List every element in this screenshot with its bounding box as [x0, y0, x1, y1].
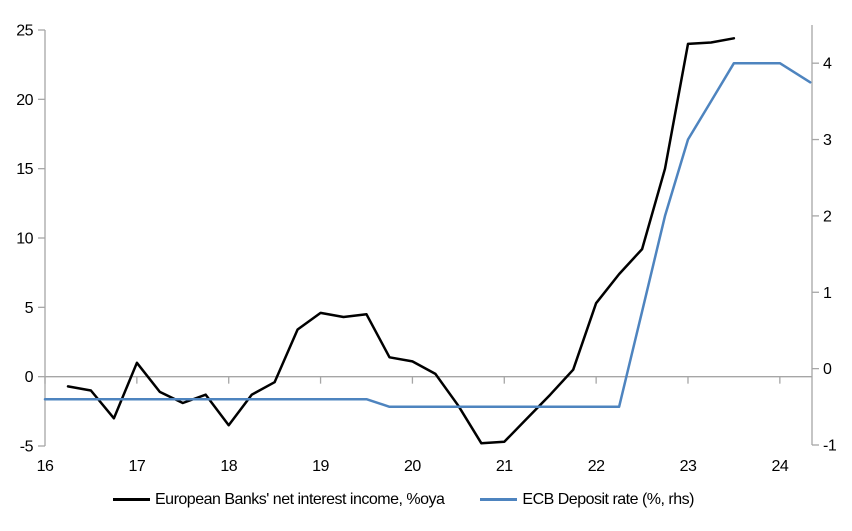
series-line-net-interest-income [66, 37, 736, 445]
left-axis-tick-label: 0 [25, 369, 34, 386]
legend: European Banks' net interest income, %oy… [113, 490, 694, 509]
right-axis-tick-label: 3 [823, 132, 832, 149]
right-axis-tick-label: 1 [823, 285, 832, 302]
x-tick-label: 24 [771, 458, 788, 475]
right-axis-tick-label: 4 [823, 56, 832, 73]
x-tick-label: 22 [588, 458, 605, 475]
left-axis-tick-label: 5 [25, 300, 34, 317]
x-tick-label: 18 [220, 458, 237, 475]
legend-label-ecb-deposit-rate: ECB Deposit rate (%, rhs) [522, 491, 694, 508]
right-axis-tick-label: 2 [823, 208, 832, 225]
left-axis-tick-label: 15 [16, 161, 33, 178]
legend-label-net-interest-income: European Banks' net interest income, %oy… [155, 491, 445, 508]
left-axis-tick-label: 10 [16, 231, 33, 248]
left-axis-tick-label: 25 [16, 23, 33, 40]
x-tick-label: 17 [128, 458, 145, 475]
legend-item-ecb-deposit-rate: ECB Deposit rate (%, rhs) [480, 490, 694, 509]
legend-swatch-blue-line [480, 498, 518, 501]
x-tick-label: 16 [37, 458, 54, 475]
x-tick-label: 19 [312, 458, 329, 475]
legend-item-net-interest-income: European Banks' net interest income, %oy… [113, 490, 445, 509]
left-axis-tick-label: 20 [16, 92, 33, 109]
x-tick-label: 20 [404, 458, 421, 475]
legend-swatch-black-line [113, 498, 150, 501]
series-line-ecb-deposit-rate [43, 61, 812, 409]
right-axis-tick-label: 0 [823, 361, 832, 378]
right-axis-tick-label: -1 [823, 438, 837, 455]
x-tick-label: 21 [496, 458, 513, 475]
x-tick-label: 23 [680, 458, 697, 475]
left-axis-tick-label: -5 [20, 439, 34, 456]
